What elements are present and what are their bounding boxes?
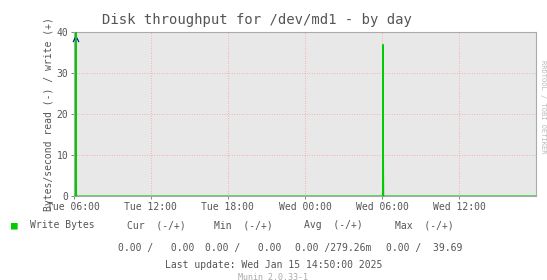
- Text: Min  (-/+): Min (-/+): [214, 220, 273, 230]
- Text: Disk throughput for /dev/md1 - by day: Disk throughput for /dev/md1 - by day: [102, 13, 412, 27]
- Text: 0.00 /   0.00: 0.00 / 0.00: [205, 243, 282, 253]
- Text: Last update: Wed Jan 15 14:50:00 2025: Last update: Wed Jan 15 14:50:00 2025: [165, 260, 382, 270]
- Text: Cur  (-/+): Cur (-/+): [126, 220, 185, 230]
- Text: 0.00 /  39.69: 0.00 / 39.69: [386, 243, 462, 253]
- Text: Avg  (-/+): Avg (-/+): [304, 220, 363, 230]
- Text: RRDTOOL / TOBI OETIKER: RRDTOOL / TOBI OETIKER: [540, 60, 546, 153]
- Text: 0.00 /279.26m: 0.00 /279.26m: [295, 243, 372, 253]
- Text: Write Bytes: Write Bytes: [30, 220, 95, 230]
- Y-axis label: Bytes/second read (-) / write (+): Bytes/second read (-) / write (+): [44, 17, 54, 211]
- Text: Max  (-/+): Max (-/+): [394, 220, 453, 230]
- Text: ■: ■: [11, 220, 18, 230]
- Text: 0.00 /   0.00: 0.00 / 0.00: [118, 243, 194, 253]
- Text: Munin 2.0.33-1: Munin 2.0.33-1: [238, 273, 309, 280]
